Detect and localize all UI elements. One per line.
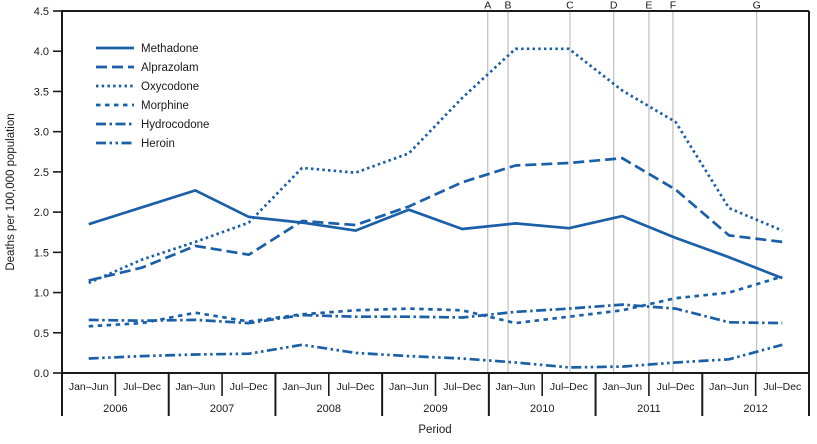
series-line-layer [88, 47, 783, 369]
y-tick-label: 4.5 [34, 6, 49, 18]
y-axis-title: Deaths per 100,000 population [5, 113, 17, 270]
x-axis-title: Period [418, 424, 451, 436]
series-line-oxycodone [88, 47, 783, 285]
legend-label-alprazolam: Alprazolam [141, 62, 199, 74]
year-label: 2007 [210, 403, 234, 415]
series-line-hydrocodone [88, 303, 783, 325]
legend-label-morphine: Morphine [141, 100, 189, 112]
event-label-d: D [610, 0, 618, 12]
year-label: 2009 [423, 403, 447, 415]
x-period-label: Jan–Jun [496, 381, 536, 393]
y-tick-label: 2.0 [34, 207, 49, 219]
legend-label-heroin: Heroin [141, 138, 175, 150]
x-period-label: Jul–Dec [443, 381, 481, 393]
axis-layer: 0.0 0.5 1.0 1.5 2.0 2.5 3.0 3.5 4.0 4.5 Jan–Jun Jul… [34, 6, 810, 416]
year-label: 2012 [743, 403, 767, 415]
series-line-methadone [88, 189, 783, 280]
x-period-label: Jan–Jun [389, 381, 429, 393]
year-label: 2011 [637, 403, 661, 415]
year-label: 2006 [103, 403, 127, 415]
legend-label-oxycodone: Oxycodone [141, 81, 199, 93]
y-tick-label: 2.5 [34, 167, 49, 179]
y-tick-label: 3.5 [34, 86, 49, 98]
year-label: 2008 [317, 403, 341, 415]
x-period-label: Jan–Jun [602, 381, 642, 393]
event-label-f: F [670, 0, 676, 12]
event-label-g: G [753, 0, 761, 12]
x-period-label: Jul–Dec [763, 381, 801, 393]
event-marker-layer: A B C D E F G [484, 0, 761, 373]
y-tick-label: 4.0 [34, 46, 49, 58]
x-period-label: Jul–Dec [123, 381, 161, 393]
event-label-b: B [505, 0, 512, 12]
legend-label-methadone: Methadone [141, 43, 199, 55]
x-period-label: Jul–Dec [230, 381, 268, 393]
series-line-alprazolam [88, 156, 783, 282]
y-tick-label: 3.0 [34, 127, 49, 139]
year-label: 2010 [530, 403, 554, 415]
x-period-label: Jan–Jun [69, 381, 109, 393]
x-period-label: Jan–Jun [282, 381, 322, 393]
event-label-e: E [645, 0, 652, 12]
legend: Methadone Alprazolam Oxycodone Morphine Hydr… [96, 43, 209, 150]
y-tick-label: 0.5 [34, 328, 49, 340]
x-period-label: Jul–Dec [550, 381, 588, 393]
x-period-label: Jul–Dec [336, 381, 374, 393]
y-tick-label: 0.0 [34, 368, 49, 380]
x-period-label: Jan–Jun [709, 381, 749, 393]
x-period-label: Jul–Dec [657, 381, 695, 393]
legend-label-hydrocodone: Hydrocodone [141, 119, 209, 131]
event-label-a: A [484, 0, 491, 12]
event-label-c: C [566, 0, 574, 12]
series-line-heroin [88, 343, 783, 369]
y-tick-label: 1.0 [34, 288, 49, 300]
x-period-label: Jan–Jun [176, 381, 216, 393]
y-tick-label: 1.5 [34, 247, 49, 259]
